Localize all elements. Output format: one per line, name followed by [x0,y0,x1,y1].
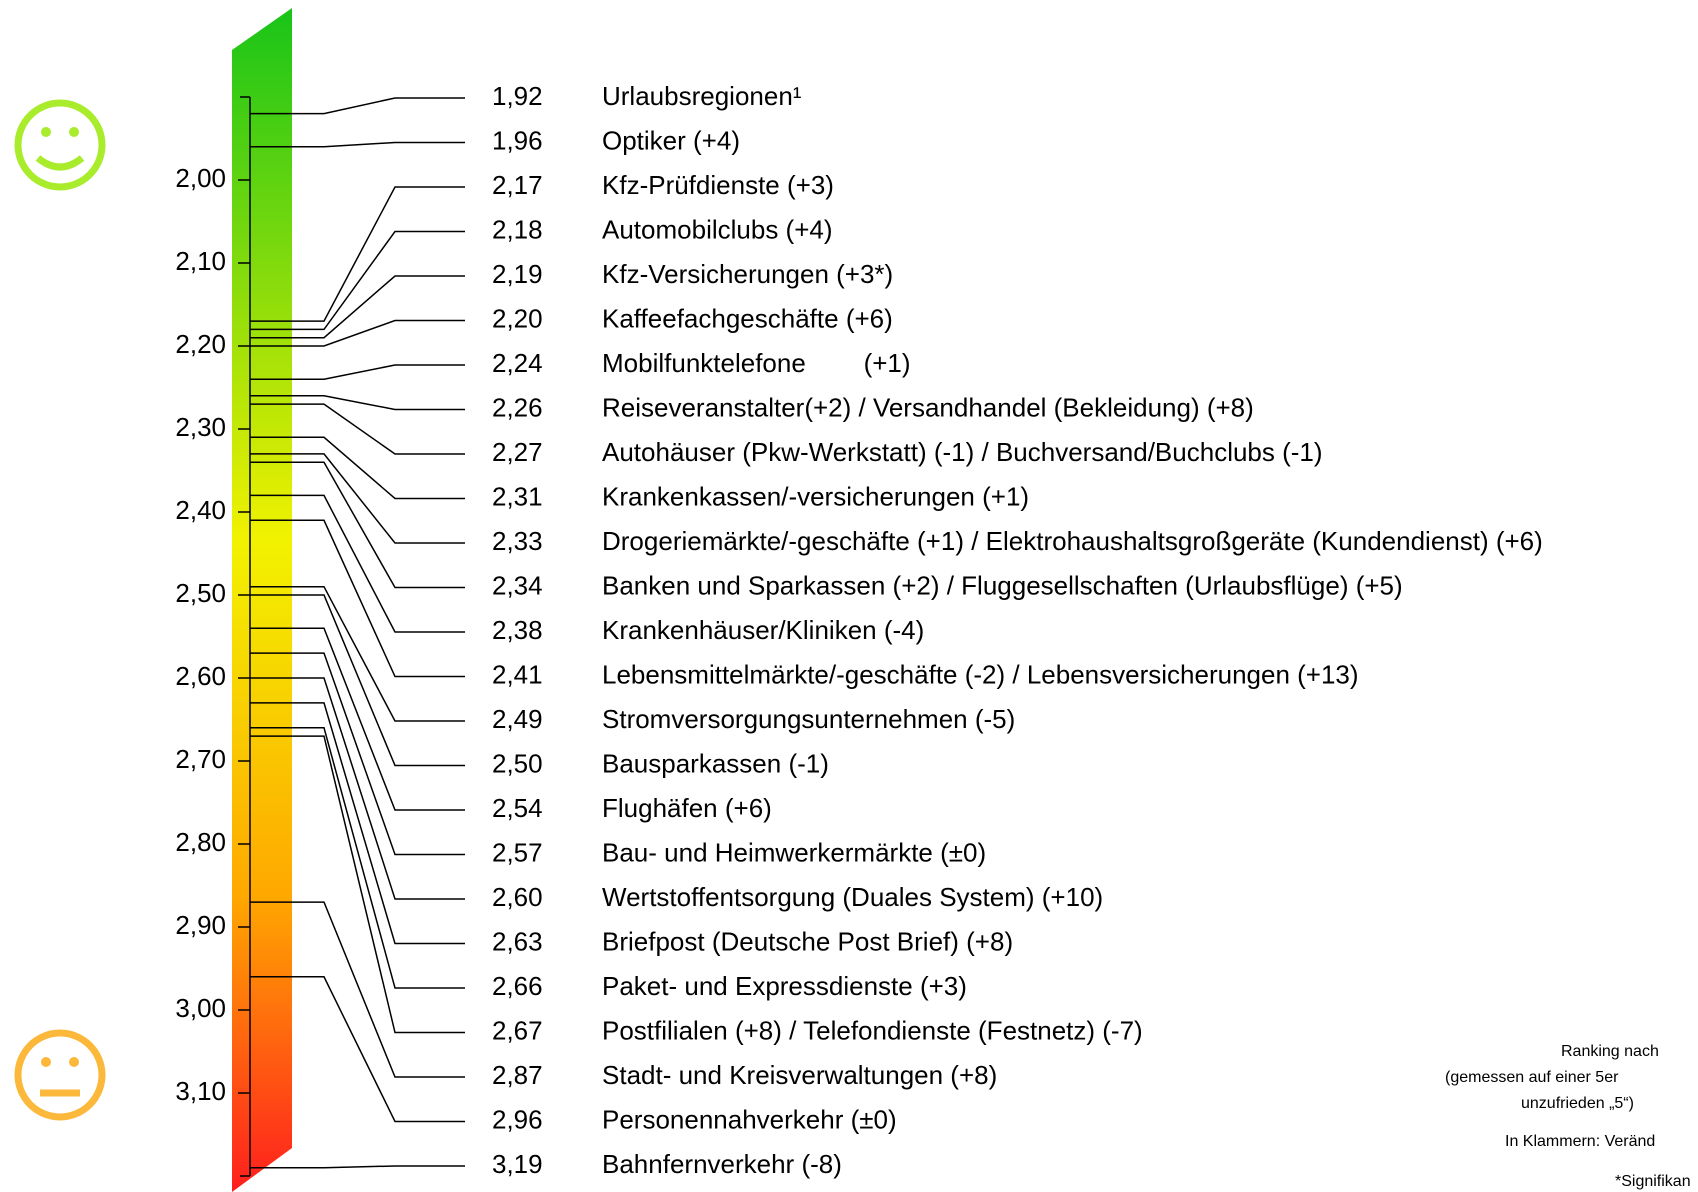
item-label: Flughäfen (+6) [602,793,772,823]
value-label: 2,27 [492,437,543,467]
item-label: Personennahverkehr (±0) [602,1104,897,1134]
item-label: Krankenhäuser/Kliniken (-4) [602,615,924,645]
y-tick-label: 2,80 [175,827,226,857]
color-scale [232,8,292,1192]
connector [250,364,465,380]
value-label: 2,49 [492,704,543,734]
item-label: Bau- und Heimwerkermärkte (±0) [602,837,986,867]
item-label: Optiker (+4) [602,125,740,155]
value-label: 2,34 [492,570,543,600]
connector [250,97,465,115]
value-label: 2,18 [492,214,543,244]
connector [250,186,465,322]
value-label: 2,19 [492,259,543,289]
item-label: Stromversorgungsunternehmen (-5) [602,704,1015,734]
item-label: Kaffeefachgeschäfte (+6) [602,303,893,333]
y-tick-label: 2,00 [175,163,226,193]
connector [250,901,465,1078]
value-label: 2,96 [492,1104,543,1134]
connector [250,594,465,767]
value-label: 2,87 [492,1060,543,1090]
smiley-happy [14,99,106,191]
connector [250,702,465,945]
connector [250,461,465,589]
value-label: 1,92 [492,81,543,111]
item-label: Mobilfunktelefone (+1) [602,348,911,378]
item-label: Autohäuser (Pkw-Werkstatt) (-1) / Buchve… [602,437,1323,467]
item-label: Kfz-Versicherungen (+3*) [602,259,893,289]
connector [250,319,465,347]
y-tick-label: 2,90 [175,910,226,940]
item-label: Automobilclubs (+4) [602,214,833,244]
value-label: 2,33 [492,526,543,556]
item-label: Briefpost (Deutsche Post Brief) (+8) [602,926,1013,956]
item-label: Paket- und Expressdienste (+3) [602,971,967,1001]
value-label: 2,41 [492,659,543,689]
value-label: 2,67 [492,1015,543,1045]
y-tick-label: 2,60 [175,661,226,691]
connector [250,141,465,148]
y-tick-label: 2,30 [175,412,226,442]
y-tick-label: 2,20 [175,329,226,359]
value-label: 2,31 [492,481,543,511]
value-label: 2,17 [492,170,543,200]
y-tick-label: 2,40 [175,495,226,525]
value-label: 3,19 [492,1149,543,1179]
connector [250,585,465,722]
y-tick-label: 2,10 [175,246,226,276]
note: In Klammern: Veränd [1505,1133,1655,1150]
note: Ranking nach [1561,1043,1659,1060]
note: unzufrieden „5“) [1521,1095,1634,1112]
value-label: 2,63 [492,926,543,956]
value-label: 2,66 [492,971,543,1001]
connector [250,436,465,500]
value-label: 2,54 [492,793,543,823]
connector [250,519,465,678]
connector [250,652,465,856]
y-tick-label: 3,10 [175,1076,226,1106]
y-tick-label: 2,70 [175,744,226,774]
note: *Signifikan [1615,1173,1691,1190]
connector [250,275,465,339]
smiley-neutral [14,1029,106,1121]
value-label: 2,38 [492,615,543,645]
value-label: 1,96 [492,125,543,155]
item-label: Drogeriemärkte/-geschäfte (+1) / Elektro… [602,526,1543,556]
connector [250,230,465,331]
y-tick-label: 3,00 [175,993,226,1023]
item-label: Wertstoffentsorgung (Duales System) (+10… [602,882,1103,912]
item-label: Stadt- und Kreisverwaltungen (+8) [602,1060,997,1090]
connector [250,727,465,989]
item-label: Bahnfernverkehr (-8) [602,1149,842,1179]
connector [250,735,465,1034]
item-label: Bausparkassen (-1) [602,748,829,778]
item-label: Postfilialen (+8) / Telefondienste (Fest… [602,1015,1143,1045]
item-label: Krankenkassen/-versicherungen (+1) [602,481,1029,511]
value-label: 2,26 [492,392,543,422]
connector [250,395,465,411]
value-label: 2,50 [492,748,543,778]
connector [250,677,465,900]
connector [250,453,465,544]
value-label: 2,20 [492,303,543,333]
value-label: 2,60 [492,882,543,912]
connector [250,1165,465,1169]
connector [250,627,465,811]
item-label: Banken und Sparkassen (+2) / Fluggesells… [602,570,1403,600]
note: (gemessen auf einer 5er [1445,1069,1619,1086]
connector [250,494,465,633]
value-label: 2,24 [492,348,543,378]
item-label: Urlaubsregionen¹ [602,81,802,111]
y-tick-label: 2,50 [175,578,226,608]
connector [250,976,465,1123]
item-label: Kfz-Prüfdienste (+3) [602,170,834,200]
item-label: Reiseveranstalter(+2) / Versandhandel (B… [602,392,1254,422]
value-label: 2,57 [492,837,543,867]
item-label: Lebensmittelmärkte/-geschäfte (-2) / Leb… [602,659,1359,689]
connector [250,403,465,455]
